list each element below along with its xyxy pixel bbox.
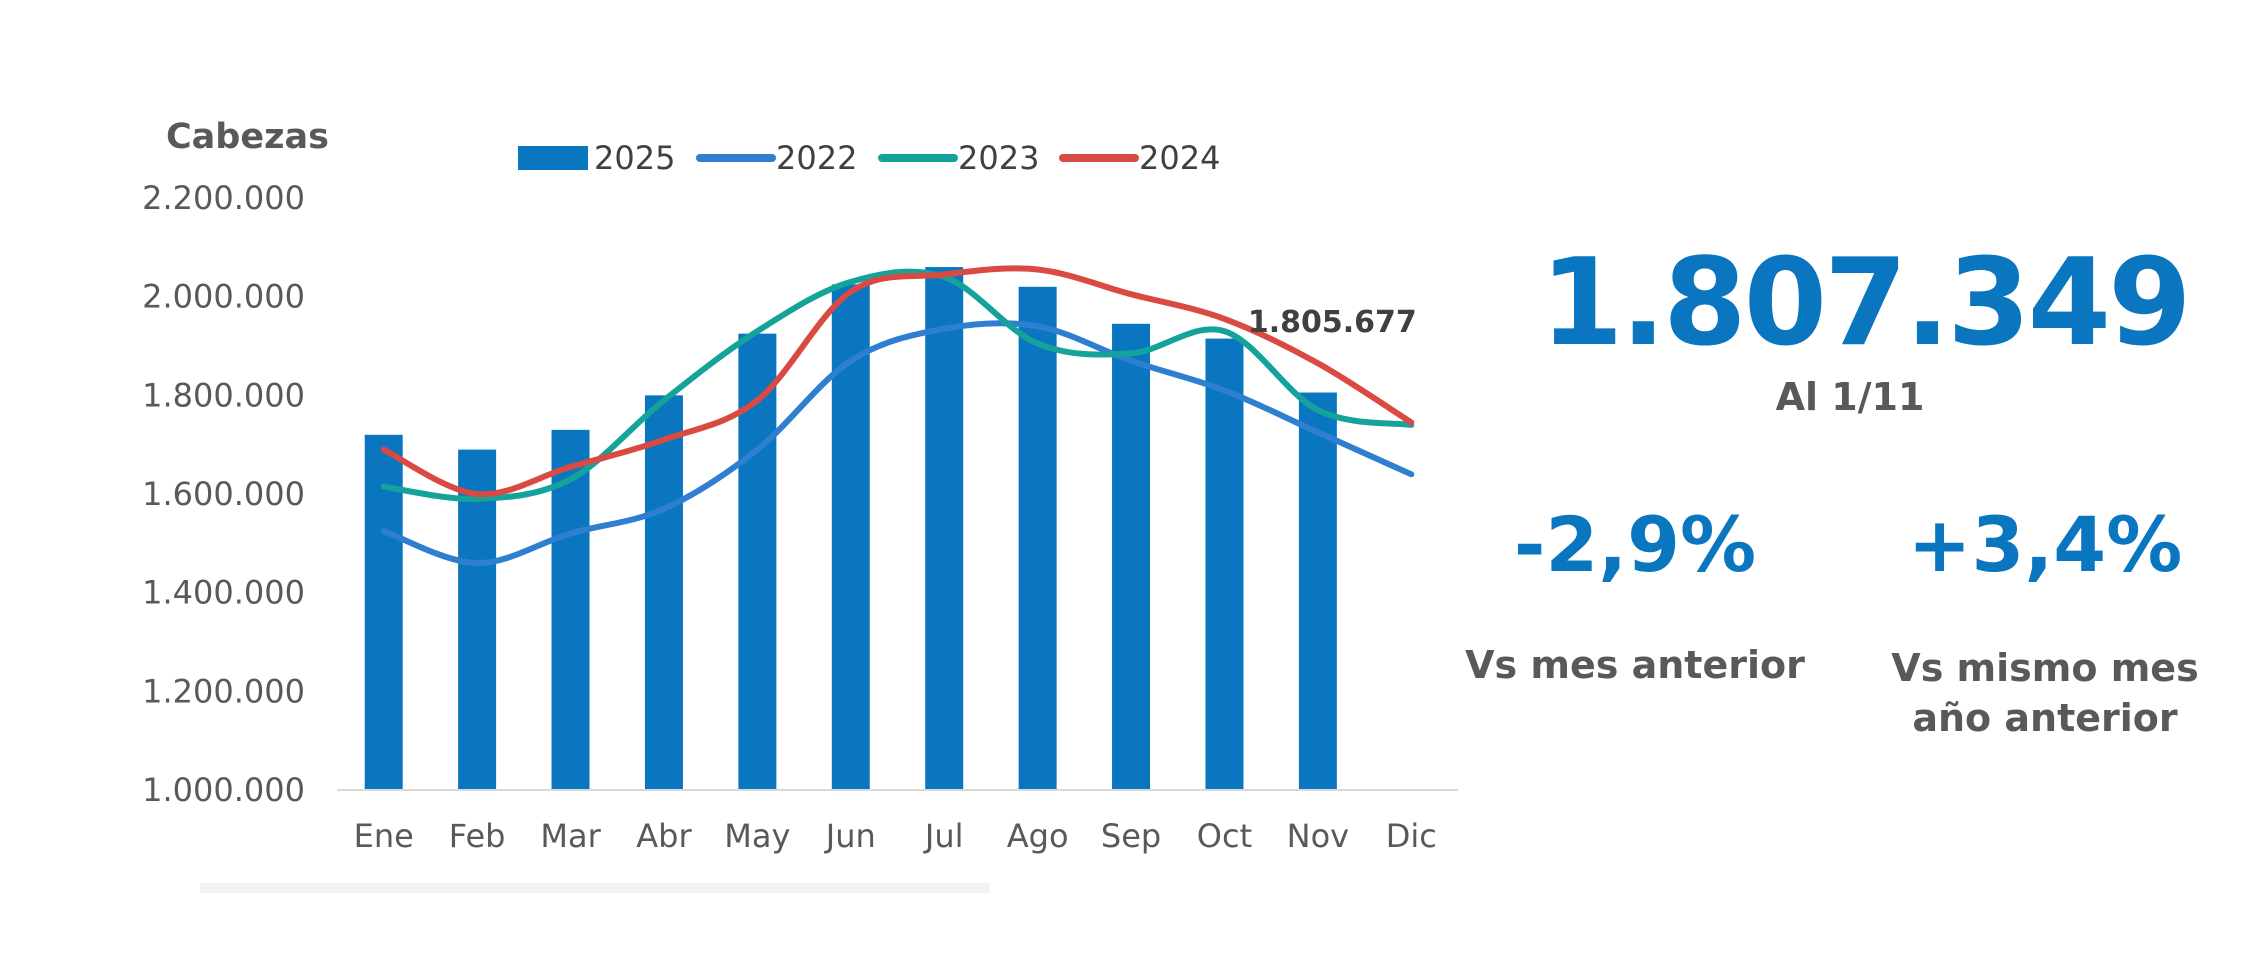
bar-2025-jul [925,267,964,791]
legend-label-2023: 2023 [958,139,1039,177]
x-tick-label: Jul [923,817,964,855]
x-tick-label: Feb [449,817,506,855]
y-tick-label: 2.000.000 [142,278,305,316]
y-tick-label: 1.400.000 [142,574,305,612]
kpi-year-over-year-value: +3,4% [1907,500,2183,589]
x-tick-label: Dic [1386,817,1437,855]
kpi-month-over-month-label: Vs mes anterior [1465,643,1805,687]
bar-2025-nov [1298,392,1337,790]
kpi-year-over-year-label: Vs mismo mes año anterior [1891,646,2199,741]
legend-label-2025: 2025 [594,139,675,177]
y-tick-label: 1.200.000 [142,672,305,710]
bar-2025-mar [551,429,590,790]
x-tick-label: Oct [1197,817,1252,855]
x-tick-label: Mar [540,817,601,855]
bar-2025-ago [1018,286,1057,790]
legend: 2025 2022 2023 2024 [518,139,1220,177]
y-tick-label: 2.200.000 [142,179,305,217]
x-tick-label: Ago [1007,817,1069,855]
x-tick-label: Ene [354,817,414,855]
y-tick-label: 1.000.000 [142,771,305,809]
kpi-main-value: 1.807.349 [1540,234,2192,373]
bar-2025-oct [1205,338,1244,790]
x-axis-ticks: Ene Feb Mar Abr May Jun Jul Ago Sep Oct Nov Dic [354,817,1437,855]
bar-series-2025 [364,267,1337,791]
bottom-divider-strip [200,883,990,893]
y-axis-ticks: 1.000.000 1.200.000 1.400.000 1.600.000 1.80… [142,179,305,809]
x-tick-label: May [724,817,790,855]
legend-label-2024: 2024 [1139,139,1220,177]
data-label-nov-2025: 1.805.677 [1248,305,1417,340]
annotations: 1.805.677 [1248,305,1417,340]
line-series-2023 [380,268,1415,502]
x-tick-label: Sep [1101,817,1161,855]
line-series [380,265,1415,567]
y-tick-label: 1.800.000 [142,376,305,414]
x-tick-label: Abr [636,817,692,855]
bar-2025-feb [458,449,497,790]
bar-2025-sep [1112,323,1151,790]
kpi-date-label: Al 1/11 [1775,375,1925,419]
line-series-2024 [380,265,1415,498]
y-axis-title: Cabezas [166,117,329,157]
legend-marker-2025 [518,146,588,170]
kpi-month-over-month-value: -2,9% [1513,500,1757,589]
line-series-2022 [380,320,1415,567]
legend-label-2022: 2022 [776,139,857,177]
x-tick-label: Jun [824,817,876,855]
x-tick-label: Nov [1287,817,1349,855]
bar-2025-ene [364,434,403,790]
bar-2025-abr [644,395,683,790]
y-tick-label: 1.600.000 [142,475,305,513]
